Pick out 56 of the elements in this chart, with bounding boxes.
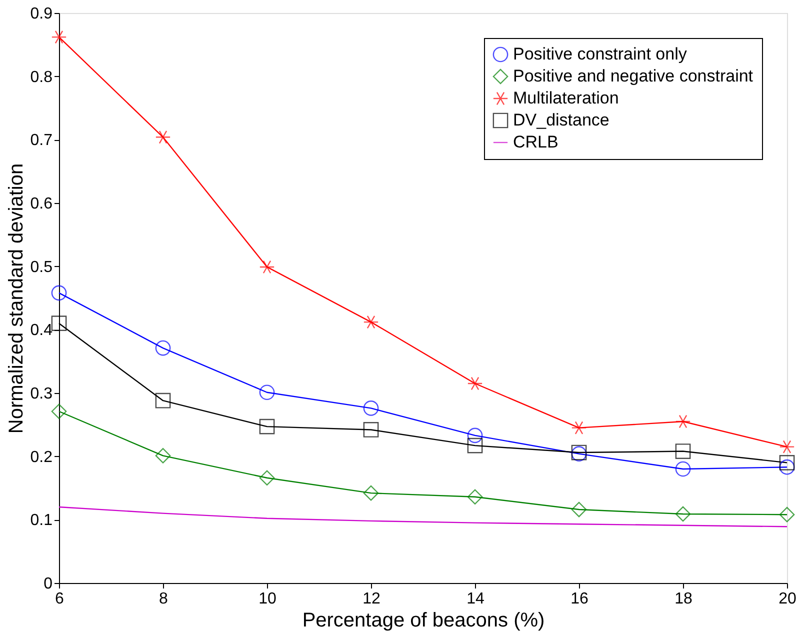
point — [363, 400, 379, 416]
point — [155, 340, 171, 356]
y-tick-label: 0 — [44, 576, 53, 592]
point — [675, 506, 691, 522]
point — [51, 30, 67, 44]
y-tick-label: 0.7 — [30, 132, 53, 150]
point — [467, 376, 483, 390]
point — [155, 392, 171, 408]
point — [51, 285, 67, 301]
point — [779, 454, 795, 470]
line-series — [58, 506, 788, 528]
y-tick-label: 0.5 — [30, 258, 53, 276]
x-tick-label: 14 — [466, 590, 484, 608]
point — [259, 384, 275, 400]
x-tick-label: 8 — [159, 590, 168, 608]
point — [571, 421, 587, 435]
y-axis-title: Normalized standard deviation — [5, 163, 28, 434]
point — [363, 422, 379, 438]
x-tick-label: 10 — [258, 590, 276, 608]
x-tick-label: 18 — [674, 590, 692, 608]
legend-label: Multilateration — [513, 88, 619, 108]
point — [779, 506, 795, 522]
y-tick-label: 0.3 — [30, 386, 53, 402]
y-tick-label: 0.2 — [30, 448, 53, 466]
point — [155, 448, 171, 464]
y-tick-label: 0.6 — [30, 196, 53, 212]
y-tick-label: 0.4 — [30, 322, 53, 340]
y-tick-label: 0.9 — [30, 6, 53, 22]
x-tick-label: 12 — [362, 590, 380, 608]
point — [571, 502, 587, 518]
point — [675, 414, 691, 428]
legend-label: Positive and negative constraint — [513, 66, 754, 86]
point — [259, 418, 275, 434]
x-tick-label: 20 — [778, 590, 796, 608]
point — [467, 489, 483, 505]
point — [779, 459, 795, 475]
legend-label: CRLB — [513, 132, 558, 152]
point — [51, 316, 67, 332]
x-tick-label: 6 — [55, 590, 64, 608]
point — [155, 130, 171, 144]
point — [779, 440, 795, 454]
x-tick-label: 16 — [570, 590, 588, 608]
y-tick-label: 0.8 — [30, 68, 53, 86]
point — [467, 438, 483, 454]
x-axis-title: Percentage of beacons (%) — [302, 610, 545, 632]
point — [51, 404, 67, 420]
point — [363, 485, 379, 501]
legend-label: DV_distance — [513, 110, 610, 130]
y-tick-label: 0.1 — [30, 512, 53, 530]
point — [259, 470, 275, 486]
point — [259, 260, 275, 274]
point — [363, 315, 379, 329]
point — [467, 428, 483, 444]
legend-label: Positive constraint only — [513, 44, 688, 64]
point — [675, 461, 691, 477]
point — [675, 444, 691, 459]
